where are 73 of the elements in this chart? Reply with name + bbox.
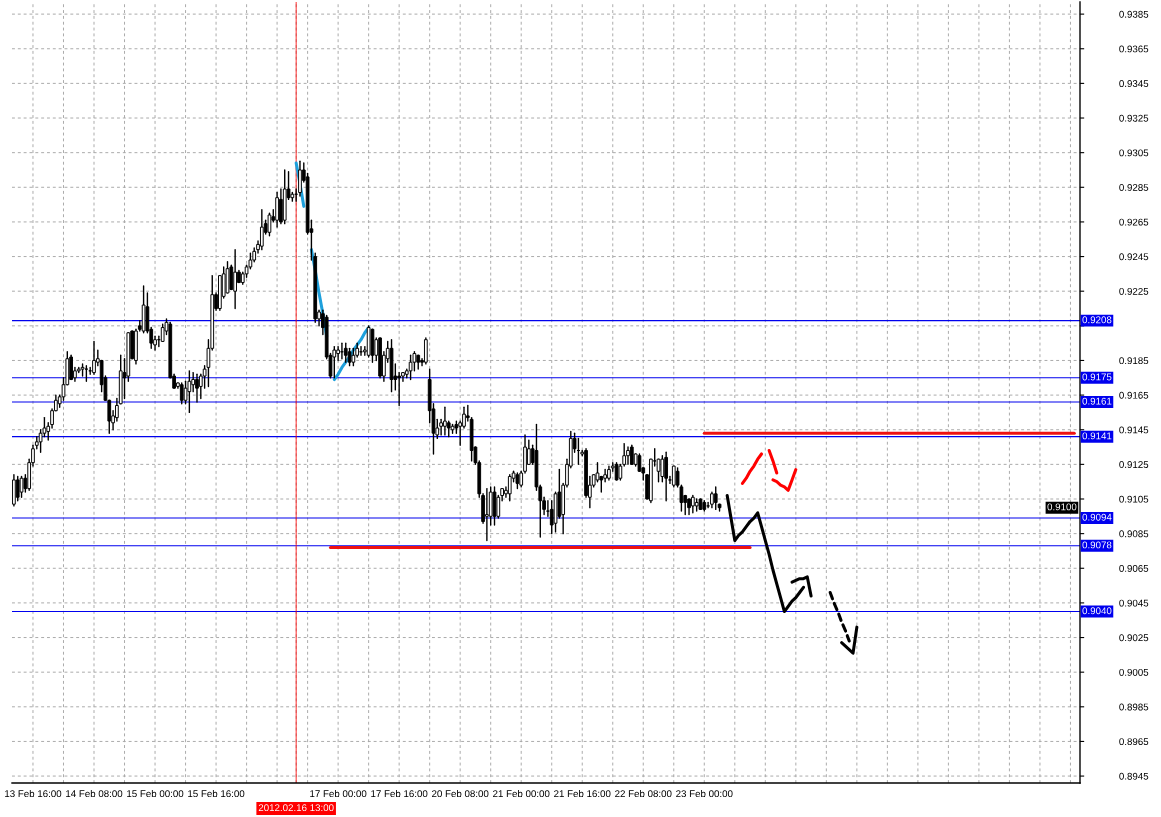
ref-line-label: 0.9161 — [1082, 397, 1112, 405]
candlestick — [275, 191, 279, 228]
candlestick — [660, 455, 665, 483]
line-series — [771, 468, 798, 492]
y-tick-label: 0.9145 — [1119, 426, 1149, 434]
candlestick — [439, 418, 443, 436]
candlestick — [485, 487, 489, 542]
y-tick-label: 0.9065 — [1119, 565, 1149, 572]
candlestick — [187, 370, 192, 414]
line-series — [740, 452, 764, 485]
ref-line-label: 0.9141 — [1082, 432, 1112, 440]
candlestick — [259, 209, 264, 251]
line-series — [840, 625, 859, 655]
candlestick — [15, 475, 20, 502]
y-tick-label: 0.9325 — [1119, 114, 1149, 122]
y-tick-label: 0.8985 — [1119, 703, 1149, 711]
y-tick-label: 0.9365 — [1119, 45, 1149, 53]
x-tick-label: 23 Feb 00:00 — [676, 789, 733, 798]
y-tick-label: 0.9265 — [1119, 218, 1149, 226]
candlestick — [332, 345, 337, 379]
line-series — [790, 575, 813, 598]
y-tick-label: 0.9105 — [1119, 495, 1149, 503]
y-tick-label: 0.9045 — [1119, 599, 1149, 607]
ref-line-label: 0.9078 — [1082, 541, 1112, 549]
candlestick — [603, 468, 607, 483]
x-tick-label: 22 Feb 08:00 — [615, 789, 672, 798]
y-tick-label: 0.9185 — [1119, 357, 1149, 365]
annotation: 0.9100 — [1047, 503, 1077, 511]
candlestick — [195, 373, 199, 403]
y-tick-label: 0.9085 — [1119, 530, 1149, 538]
x-tick-label: 21 Feb 00:00 — [493, 789, 550, 798]
x-tick-label: 2012.02.16 13:00 — [258, 804, 334, 812]
x-tick-label: 15 Feb 00:00 — [127, 789, 184, 798]
candlestick — [92, 340, 96, 376]
y-tick-label: 0.9345 — [1119, 80, 1149, 88]
candlestick — [336, 345, 340, 362]
candlestick — [595, 461, 600, 483]
x-tick-label: 15 Feb 16:00 — [188, 789, 245, 798]
candlestick — [267, 212, 272, 237]
y-tick-label: 0.8945 — [1119, 772, 1149, 780]
y-tick-label: 0.9245 — [1119, 253, 1149, 261]
x-tick-label: 17 Feb 00:00 — [310, 789, 367, 798]
y-tick-label: 0.9285 — [1119, 184, 1149, 191]
candlestick — [671, 465, 676, 488]
line-series — [725, 494, 805, 614]
candlestick — [19, 475, 24, 498]
y-tick-label: 0.9305 — [1119, 149, 1149, 157]
x-tick-label: 13 Feb 16:00 — [5, 789, 62, 798]
ref-line-label: 0.9040 — [1082, 607, 1112, 615]
candlestick — [233, 248, 237, 310]
x-tick-label: 17 Feb 16:00 — [371, 789, 428, 798]
y-tick-label: 0.9385 — [1119, 10, 1149, 18]
y-tick-label: 0.9005 — [1119, 668, 1149, 676]
candlestick — [343, 342, 348, 363]
x-tick-label: 21 Feb 16:00 — [554, 789, 611, 798]
candlestick — [423, 337, 428, 365]
ref-line-label: 0.9175 — [1082, 373, 1112, 381]
ref-line-label: 0.9208 — [1082, 316, 1112, 324]
candlestick — [629, 444, 634, 466]
candlestick — [69, 354, 73, 381]
y-tick-label: 0.8965 — [1119, 738, 1149, 746]
candlestick — [443, 406, 447, 436]
ref-line-label: 0.9094 — [1082, 513, 1112, 521]
x-tick-label: 20 Feb 08:00 — [432, 789, 489, 798]
y-tick-label: 0.9025 — [1119, 634, 1149, 642]
x-tick-label: 14 Feb 08:00 — [66, 789, 123, 798]
y-tick-label: 0.9125 — [1119, 461, 1149, 468]
line-series — [828, 590, 851, 643]
candlestick — [507, 474, 512, 502]
candlestick — [664, 451, 669, 502]
y-tick-label: 0.9165 — [1119, 391, 1149, 399]
candlestick — [626, 446, 630, 466]
y-tick-label: 0.9225 — [1119, 287, 1149, 295]
